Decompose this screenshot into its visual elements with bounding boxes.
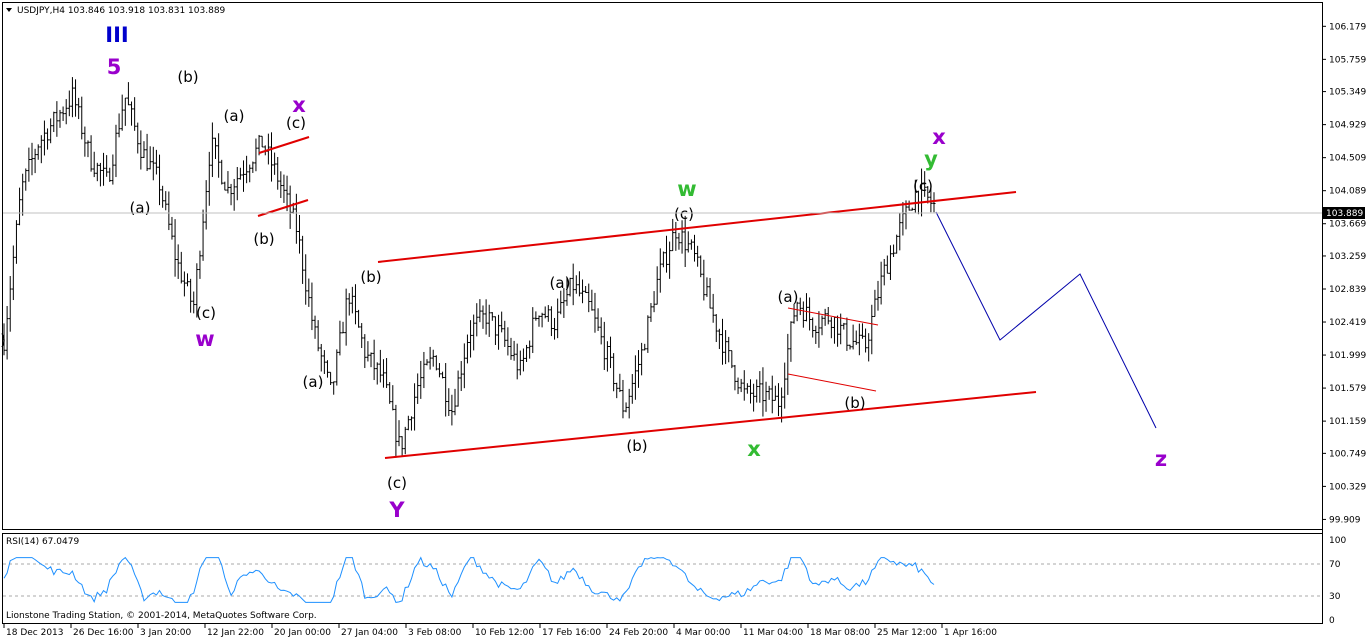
wedge-upper-line <box>258 136 310 154</box>
wave-label: x <box>932 125 946 149</box>
triangle-upper-line <box>787 307 879 326</box>
wave-label: y <box>924 147 938 171</box>
wave-label: (c) <box>387 474 407 492</box>
copyright-text: Lionstone Trading Station, © 2001-2014, … <box>6 611 317 621</box>
y-tick-label: 101.999 <box>1329 351 1366 361</box>
wave-label: (b) <box>360 268 381 286</box>
x-tick-label: 18 Mar 08:00 <box>810 628 870 638</box>
x-tick-label: 4 Mar 00:00 <box>676 628 731 638</box>
x-tick-label: 18 Dec 2013 <box>6 628 64 638</box>
y-tick-label: 103.259 <box>1329 252 1366 262</box>
rsi-indicator: 100 70 30 0 <box>3 536 1346 626</box>
wave-label: (a) <box>224 107 245 125</box>
wave-label: (c) <box>913 177 933 195</box>
price-axis: 106.179 105.759 105.349 104.929 104.509 104.0… <box>1322 22 1366 525</box>
wave-label: (c) <box>286 114 306 132</box>
current-price-label: 103.889 <box>1326 209 1363 219</box>
wave-label: w <box>195 327 214 351</box>
time-axis: 18 Dec 2013 26 Dec 16:00 3 Jan 20:00 12 Jan… <box>3 624 997 638</box>
y-tick-label: 101.579 <box>1329 384 1366 394</box>
channel-lower-line <box>384 391 1037 459</box>
wave-label: ) <box>0 331 6 349</box>
channel-upper-line <box>377 191 1017 263</box>
x-tick-label: 1 Apr 16:00 <box>944 628 997 638</box>
y-tick-label: 104.509 <box>1329 154 1366 164</box>
y-tick-label: 102.839 <box>1329 285 1366 295</box>
y-tick-label: 106.179 <box>1329 22 1366 32</box>
x-tick-label: 25 Mar 12:00 <box>877 628 937 638</box>
y-tick-label: 104.089 <box>1329 187 1366 197</box>
wave-label: (b) <box>844 394 865 412</box>
wave-label: (c) <box>196 304 216 322</box>
wave-label: (a) <box>778 288 799 306</box>
x-tick-label: 17 Feb 16:00 <box>542 628 601 638</box>
x-tick-label: 24 Feb 20:00 <box>609 628 668 638</box>
wave-label: x <box>292 93 306 117</box>
rsi-axis-label: 0 <box>1329 616 1335 626</box>
wedge-lower-line <box>257 199 309 217</box>
projection-line <box>935 211 1157 429</box>
x-tick-label: 3 Jan 20:00 <box>140 628 192 638</box>
wave-label: w <box>677 177 696 201</box>
y-tick-label: 101.159 <box>1329 417 1366 427</box>
x-tick-label: 10 Feb 12:00 <box>475 628 534 638</box>
rsi-axis-label: 30 <box>1329 592 1341 602</box>
y-tick-label: 103.669 <box>1329 220 1366 230</box>
rsi-label: RSI(14) 67.0479 <box>6 537 79 547</box>
dropdown-icon[interactable] <box>6 8 12 12</box>
price-bars <box>2 77 936 458</box>
rsi-panel-frame <box>2 533 1323 624</box>
wave-label: (b) <box>626 437 647 455</box>
wave-label: x <box>747 437 761 461</box>
wave-label: (b) <box>253 230 274 248</box>
x-tick-label: 20 Jan 00:00 <box>274 628 331 638</box>
y-tick-label: 104.929 <box>1329 121 1366 131</box>
wave-label: (a) <box>550 274 571 292</box>
wave-label: (a) <box>130 199 151 217</box>
triangle-lower-line <box>787 373 877 392</box>
wave-label: (c) <box>674 205 694 223</box>
current-price-box <box>1323 207 1365 219</box>
rsi-axis-label: 70 <box>1329 560 1341 570</box>
wave-label: (a) <box>303 373 324 391</box>
rsi-axis-label: 100 <box>1329 536 1346 546</box>
y-tick-label: 105.349 <box>1329 88 1366 98</box>
y-tick-label: 100.329 <box>1329 482 1366 492</box>
wave-label: III <box>105 23 128 47</box>
rsi-line <box>3 556 935 603</box>
wave-label: z <box>1155 447 1167 471</box>
wave-label: (b) <box>177 68 198 86</box>
x-tick-label: 12 Jan 22:00 <box>207 628 264 638</box>
wave-label: Y <box>388 498 405 522</box>
x-tick-label: 27 Jan 04:00 <box>341 628 398 638</box>
x-tick-label: 11 Mar 04:00 <box>743 628 803 638</box>
x-tick-label: 26 Dec 16:00 <box>73 628 134 638</box>
y-tick-label: 102.419 <box>1329 318 1366 328</box>
channel-lines <box>257 136 1157 459</box>
wave-label: 5 <box>107 55 122 79</box>
y-tick-label: 99.909 <box>1329 515 1361 525</box>
main-chart-frame <box>2 2 1323 530</box>
y-tick-label: 100.749 <box>1329 449 1366 459</box>
y-tick-label: 105.759 <box>1329 55 1366 65</box>
x-tick-label: 3 Feb 08:00 <box>408 628 462 638</box>
symbol-header: USDJPY,H4 103.846 103.918 103.831 103.88… <box>17 6 226 16</box>
